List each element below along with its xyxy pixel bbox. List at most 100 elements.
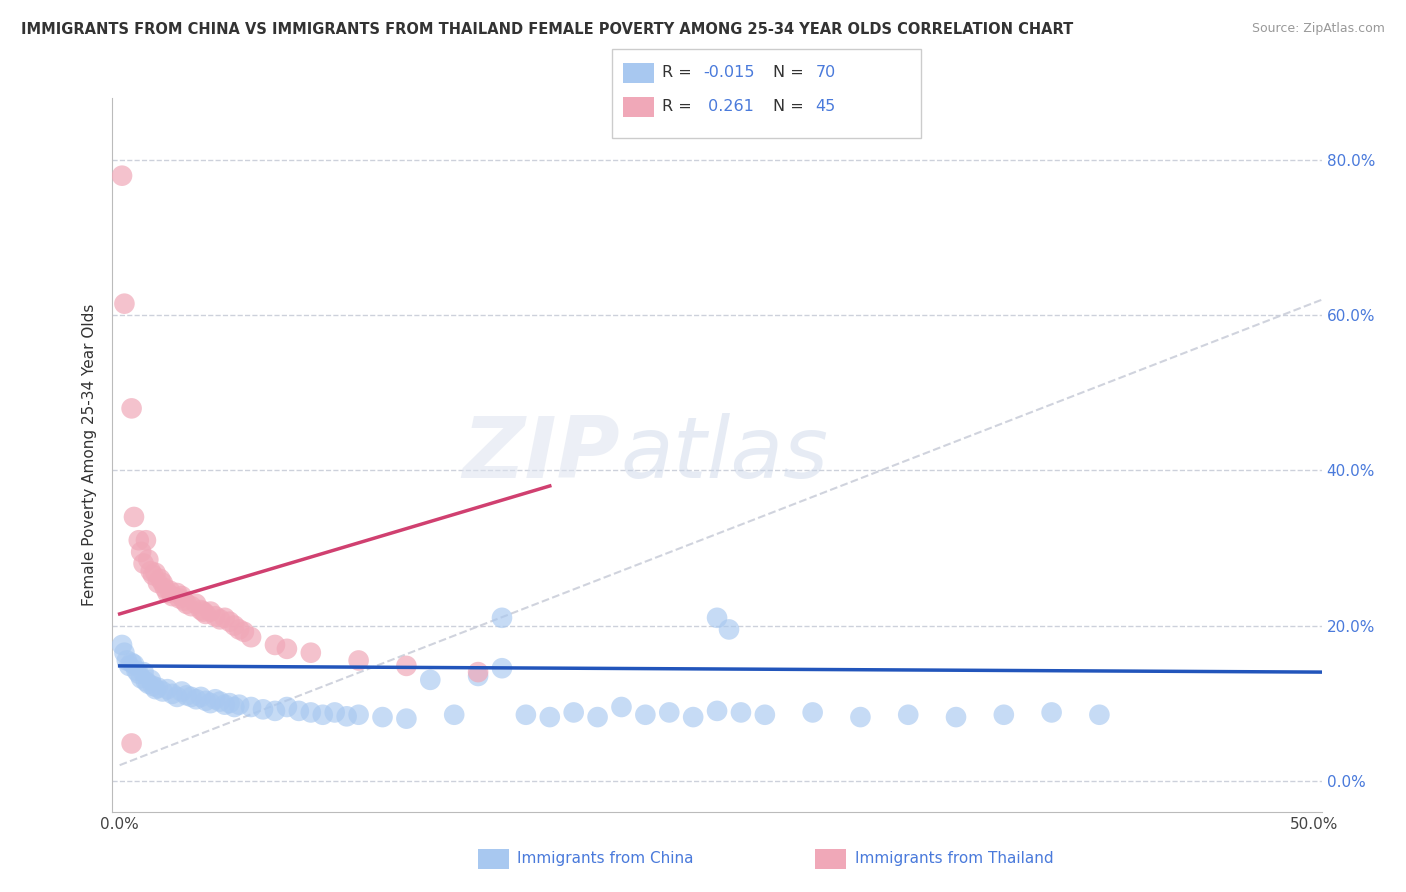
- Point: [1040, 706, 1063, 720]
- Point: [193, 605, 215, 619]
- Point: [562, 706, 585, 720]
- Point: [395, 659, 418, 673]
- Point: [159, 583, 181, 598]
- Point: [139, 564, 162, 578]
- Point: [232, 624, 254, 639]
- Point: [801, 706, 824, 720]
- Point: [121, 401, 143, 416]
- Point: [228, 623, 250, 637]
- Point: [176, 689, 198, 703]
- Point: [160, 589, 183, 603]
- Point: [634, 707, 657, 722]
- Point: [142, 679, 165, 693]
- Point: [323, 706, 346, 720]
- Point: [224, 700, 246, 714]
- Point: [129, 671, 152, 685]
- Text: atlas: atlas: [620, 413, 828, 497]
- Y-axis label: Female Poverty Among 25-34 Year Olds: Female Poverty Among 25-34 Year Olds: [82, 304, 97, 606]
- Point: [122, 510, 145, 524]
- Text: Source: ZipAtlas.com: Source: ZipAtlas.com: [1251, 22, 1385, 36]
- Text: -0.015: -0.015: [703, 65, 755, 79]
- Point: [128, 666, 150, 681]
- Point: [152, 575, 174, 590]
- Point: [129, 545, 152, 559]
- Point: [849, 710, 872, 724]
- Point: [538, 710, 561, 724]
- Point: [610, 700, 633, 714]
- Point: [717, 623, 740, 637]
- Point: [142, 568, 165, 582]
- Point: [135, 533, 157, 548]
- Point: [112, 296, 135, 310]
- Point: [336, 709, 359, 723]
- Point: [125, 664, 148, 678]
- Point: [264, 704, 287, 718]
- Point: [204, 609, 226, 624]
- Point: [993, 707, 1015, 722]
- Point: [149, 572, 172, 586]
- Point: [491, 611, 513, 625]
- Point: [139, 673, 162, 687]
- Point: [132, 665, 155, 679]
- Point: [194, 607, 217, 621]
- Point: [176, 597, 198, 611]
- Point: [145, 682, 167, 697]
- Text: Immigrants from China: Immigrants from China: [517, 851, 695, 865]
- Point: [371, 710, 394, 724]
- Point: [136, 552, 159, 566]
- Text: R =: R =: [662, 99, 697, 113]
- Point: [706, 704, 728, 718]
- Point: [146, 681, 169, 695]
- Point: [180, 599, 202, 614]
- Point: [264, 638, 287, 652]
- Point: [491, 661, 513, 675]
- Point: [288, 704, 311, 718]
- Point: [218, 615, 240, 629]
- Point: [190, 690, 212, 704]
- Point: [299, 646, 322, 660]
- Point: [276, 641, 298, 656]
- Point: [730, 706, 752, 720]
- Point: [312, 707, 335, 722]
- Point: [121, 736, 143, 750]
- Point: [658, 706, 681, 720]
- Point: [170, 589, 193, 603]
- Point: [194, 694, 217, 708]
- Point: [166, 586, 188, 600]
- Point: [132, 557, 155, 571]
- Point: [111, 638, 134, 652]
- Point: [184, 692, 207, 706]
- Text: 70: 70: [815, 65, 835, 79]
- Point: [190, 603, 212, 617]
- Point: [240, 700, 263, 714]
- Point: [200, 696, 222, 710]
- Point: [208, 695, 231, 709]
- Point: [145, 566, 167, 580]
- Point: [443, 707, 465, 722]
- Point: [156, 682, 179, 697]
- Point: [945, 710, 967, 724]
- Point: [135, 674, 157, 689]
- Point: [897, 707, 920, 722]
- Point: [467, 665, 489, 679]
- Point: [347, 653, 370, 667]
- Text: 45: 45: [815, 99, 835, 113]
- Point: [115, 653, 138, 667]
- Point: [118, 659, 141, 673]
- Point: [754, 707, 776, 722]
- Point: [112, 646, 135, 660]
- Point: [204, 692, 226, 706]
- Point: [152, 684, 174, 698]
- Point: [166, 690, 188, 704]
- Point: [169, 591, 191, 606]
- Text: 0.261: 0.261: [703, 99, 754, 113]
- Point: [173, 593, 195, 607]
- Text: N =: N =: [773, 99, 810, 113]
- Point: [170, 684, 193, 698]
- Point: [419, 673, 441, 687]
- Point: [586, 710, 609, 724]
- Point: [214, 698, 236, 712]
- Point: [299, 706, 322, 720]
- Point: [128, 533, 150, 548]
- Text: N =: N =: [773, 65, 810, 79]
